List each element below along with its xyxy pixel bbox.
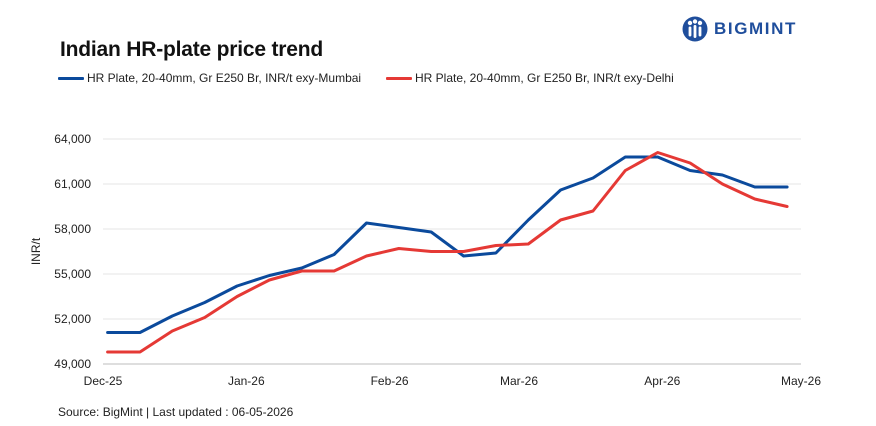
series-line-delhi [106,151,789,354]
x-tick-label: Feb-26 [371,374,409,388]
legend-label-mumbai: HR Plate, 20-40mm, Gr E250 Br, INR/t exy… [87,71,362,85]
x-tick-label: May-26 [781,374,821,388]
source-note: Source: BigMint | Last updated : 06-05-2… [58,405,294,419]
x-tick-label: Mar-26 [500,374,538,388]
legend-swatch-delhi [386,76,412,80]
x-tick-label: Dec-25 [84,374,123,388]
y-tick-label: 49,000 [54,357,91,371]
legend-item-delhi: HR Plate, 20-40mm, Gr E250 Br, INR/t exy… [386,71,674,85]
y-tick-label: 52,000 [54,312,91,326]
brand-logo: BIGMINT [682,14,797,44]
y-tick-label: 55,000 [54,267,91,281]
chart-title: Indian HR-plate price trend [60,38,323,61]
x-tick-label: Jan-26 [228,374,265,388]
brand-name: BIGMINT [714,19,797,38]
legend-item-mumbai: HR Plate, 20-40mm, Gr E250 Br, INR/t exy… [58,71,361,85]
legend-swatch-mumbai [58,76,84,80]
bigmint-logo-icon [682,16,708,42]
y-tick-label: 64,000 [54,132,91,146]
x-tick-label: Apr-26 [644,374,680,388]
y-tick-label: 58,000 [54,222,91,236]
y-axis-title: INR/t [29,237,43,265]
y-tick-label: 61,000 [54,177,91,191]
legend-label-delhi: HR Plate, 20-40mm, Gr E250 Br, INR/t exy… [415,71,674,85]
series-line-mumbai [106,155,789,334]
